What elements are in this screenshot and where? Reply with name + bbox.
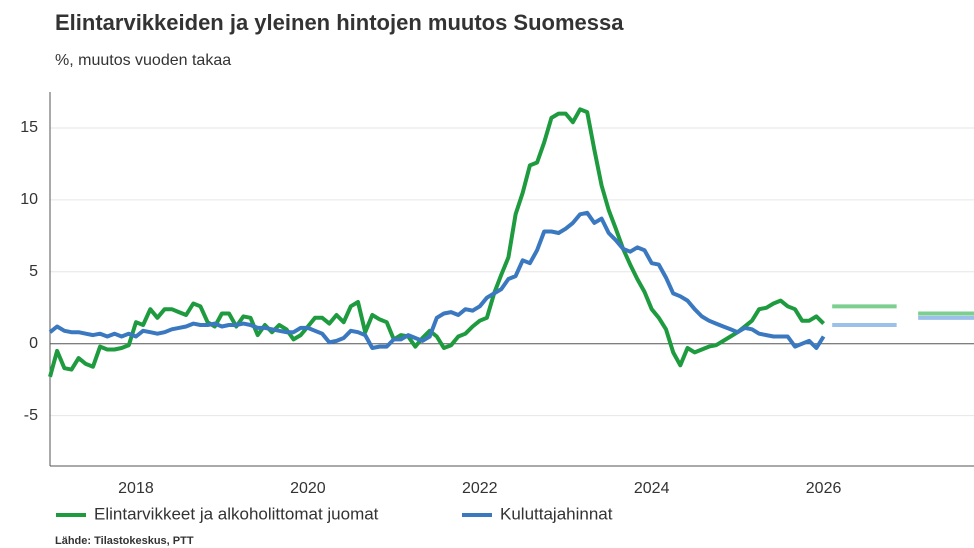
y-tick-label: 15 [20,119,38,136]
series-line [48,210,826,350]
chart-title: Elintarvikkeiden ja yleinen hintojen muu… [55,10,624,35]
x-tick-label: 2020 [290,480,326,497]
source: Lähde: Tilastokeskus, PTT [55,535,194,547]
x-tick-label: 2026 [806,480,842,497]
y-tick-label: -5 [24,407,38,424]
x-tick-label: 2022 [462,480,498,497]
legend-label: Elintarvikkeet ja alkoholittomat juomat [94,504,379,523]
y-tick-label: 10 [20,191,38,208]
series-line [48,107,826,378]
legend-label: Kuluttajahinnat [500,504,613,523]
x-tick-label: 2024 [634,480,670,497]
x-tick-label: 2018 [118,480,154,497]
y-tick-label: 0 [29,335,38,352]
chart-subtitle: %, muutos vuoden takaa [55,52,231,69]
y-tick-label: 5 [29,263,38,280]
